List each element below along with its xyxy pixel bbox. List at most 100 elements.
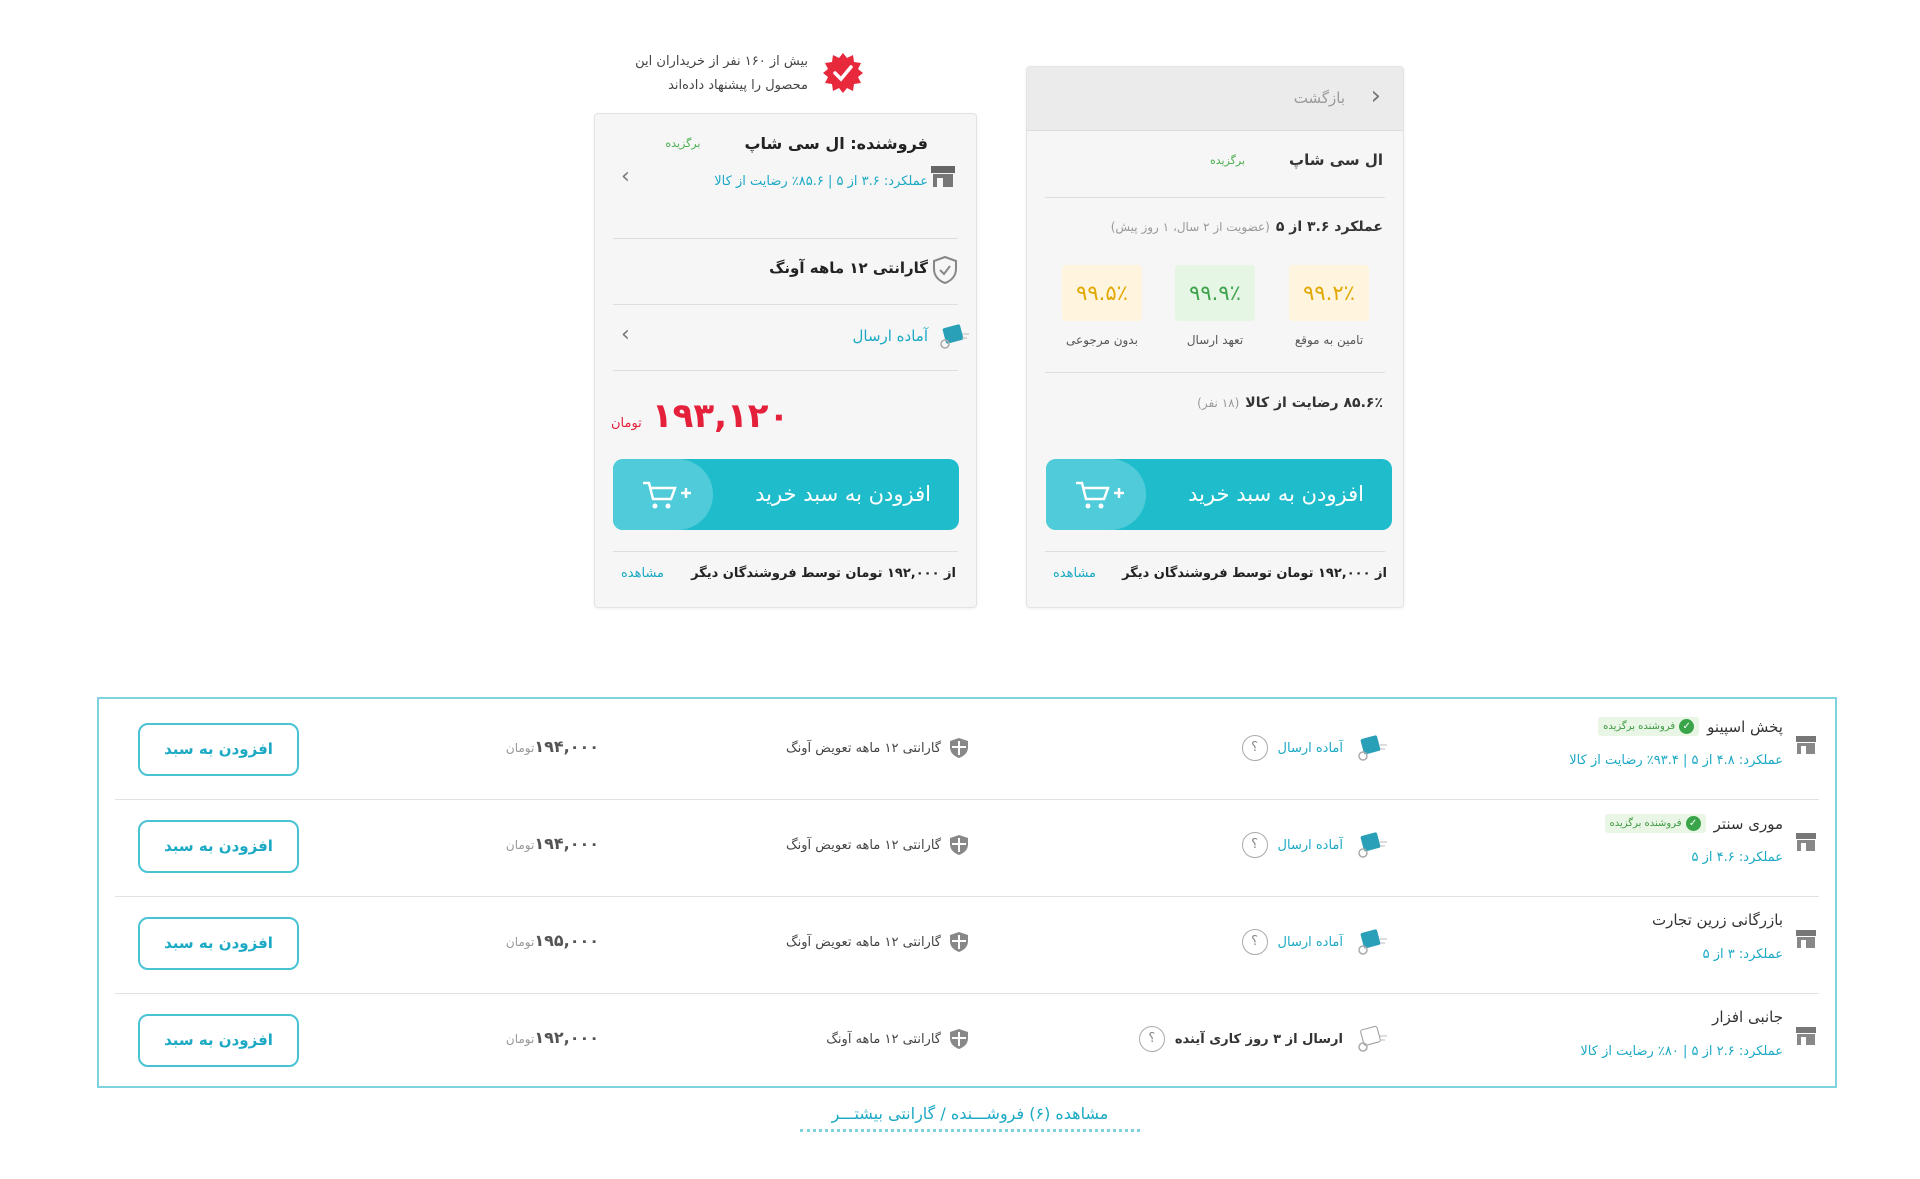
seller-badge: ✓ فروشنده برگزیده <box>1604 814 1706 833</box>
seller-badge: برگزیده <box>665 137 701 150</box>
seller-name: ال سی شاپ <box>1289 151 1383 169</box>
help-icon[interactable]: ؟ <box>1138 1026 1165 1052</box>
delivery-truck-icon <box>940 324 969 349</box>
store-icon <box>1796 930 1816 948</box>
membership-duration: (عضویت از ۲ سال، ۱ روز پیش) <box>1110 220 1270 234</box>
satisfaction: ۸۵.۶٪ رضایت از کالا <box>1245 395 1383 411</box>
delivery-status: ارسال از ۳ روز کاری آینده <box>1174 1031 1343 1047</box>
seller-performance: عملکرد ۳.۶ از ۵ <box>1275 219 1383 235</box>
guarantee-text: گارانتی ۱۲ ماهه آونگ <box>826 1031 941 1047</box>
metric-no-returns: ۹۹.۵٪ <box>1062 265 1142 321</box>
sellers-table: پخش اسپینو ✓ فروشنده برگزیده عملکرد: ۴.۸ ا… <box>97 697 1837 1088</box>
price-value: ۱۹۵,۰۰۰ <box>534 931 599 950</box>
divider <box>613 238 958 239</box>
price-value: ۱۹۲,۰۰۰ <box>534 1028 599 1047</box>
add-to-cart-button[interactable]: افزودن به سبد خرید <box>1046 459 1392 530</box>
guarantee-text: گارانتی ۱۲ ماهه تعویض آونگ <box>786 740 941 756</box>
guarantee-text: گارانتی ۱۲ ماهه تعویض آونگ <box>786 934 941 950</box>
add-to-cart-button[interactable]: افزودن به سبد <box>138 1014 299 1067</box>
add-to-cart-label: افزودن به سبد خرید <box>1188 482 1364 506</box>
price-value: ۱۹۴,۰۰۰ <box>534 737 599 756</box>
help-icon[interactable]: ؟ <box>1241 735 1268 761</box>
store-icon <box>1796 833 1816 851</box>
shield-icon <box>950 1029 968 1049</box>
chevron-right-icon: › <box>1370 81 1381 111</box>
seller-name[interactable]: پخش اسپینو <box>1707 717 1783 736</box>
add-to-cart-button[interactable]: افزودن به سبد <box>138 723 299 776</box>
check-circle-icon: ✓ <box>1679 719 1695 734</box>
seller-row: پخش اسپینو ✓ فروشنده برگزیده عملکرد: ۴.۸ ا… <box>115 699 1819 800</box>
recommendation-line-2: محصول را پیشنهاد داده‌اند <box>668 78 808 93</box>
price-block: ۱۹۳,۱۲۰ تومان <box>611 396 789 436</box>
seller-price: ۱۹۲,۰۰۰تومان <box>506 1028 599 1047</box>
price-currency: تومان <box>505 838 535 852</box>
seller-performance: عملکرد: ۲.۶ از ۵ | ۸۰٪ رضایت از کالا <box>1580 1044 1783 1059</box>
seller-badge-label: فروشنده برگزیده <box>1609 818 1682 829</box>
seller-performance: عملکرد: ۳.۶ از ۵ | ۸۵.۶٪ رضایت از کالا <box>714 174 928 189</box>
other-sellers-text: از ۱۹۲,۰۰۰ تومان توسط فروشندگان دیگر <box>691 566 956 581</box>
price-currency: تومان <box>611 416 642 431</box>
seller-name[interactable]: جانبی افزار <box>1712 1008 1783 1026</box>
delivery-status: آماده ارسال <box>852 327 928 345</box>
buy-box: فروشنده: ال سی شاپ برگزیده عملکرد: ۳.۶ ا… <box>594 113 977 608</box>
metric-on-time-supply: ۹۹.۲٪ <box>1289 265 1369 321</box>
delivery-status: آماده ارسال <box>1277 837 1343 853</box>
other-sellers-link[interactable]: مشاهده <box>1053 566 1097 581</box>
divider <box>613 551 958 552</box>
metric-label: بدون مرجوعی <box>1066 333 1138 347</box>
store-icon <box>1796 1027 1816 1045</box>
shield-icon <box>950 835 968 855</box>
store-icon <box>931 166 955 187</box>
guarantee-text: گارانتی ۱۲ ماهه آونگ <box>769 259 928 277</box>
seller-name[interactable]: فروشنده: ال سی شاپ <box>744 134 928 153</box>
cart-plus-icon <box>1076 481 1124 509</box>
delivery-status: آماده ارسال <box>1277 740 1343 756</box>
delivery-truck-icon <box>1358 832 1387 858</box>
recommendation-note: بیش از ۱۶۰ نفر از خریداران این محصول را … <box>596 50 808 98</box>
shield-icon <box>950 932 968 952</box>
other-sellers-link[interactable]: مشاهده <box>621 566 665 581</box>
price-value: ۱۹۴,۰۰۰ <box>534 834 599 853</box>
add-to-cart-button[interactable]: افزودن به سبد خرید <box>613 459 959 530</box>
add-to-cart-label: افزودن به سبد خرید <box>755 482 931 506</box>
seller-row: بازرگانی زرین تجارت عملکرد: ۳ از ۵ آماده… <box>115 893 1819 994</box>
price-value: ۱۹۳,۱۲۰ <box>651 396 790 436</box>
seller-performance: عملکرد: ۴.۶ از ۵ <box>1691 850 1783 865</box>
add-to-cart-button[interactable]: افزودن به سبد <box>138 820 299 873</box>
seller-price: ۱۹۵,۰۰۰تومان <box>506 931 599 950</box>
chevron-left-icon[interactable]: ‹ <box>621 164 630 189</box>
chevron-left-icon[interactable]: ‹ <box>621 322 630 347</box>
divider <box>613 370 958 371</box>
check-circle-icon: ✓ <box>1685 816 1701 831</box>
help-icon[interactable]: ؟ <box>1241 832 1268 858</box>
shield-check-icon <box>933 255 957 285</box>
delivery-status: آماده ارسال <box>1277 934 1343 950</box>
add-to-cart-button[interactable]: افزودن به سبد <box>138 917 299 970</box>
delivery-truck-icon <box>1358 929 1387 955</box>
delivery-truck-icon <box>1358 735 1387 761</box>
delivery-truck-icon <box>1358 1025 1387 1052</box>
back-header[interactable]: › بازگشت <box>1027 67 1403 131</box>
recommendation-line-1: بیش از ۱۶۰ نفر از خریداران این <box>635 54 808 69</box>
metric-label: تامین به موقع <box>1294 333 1364 347</box>
divider <box>1045 197 1385 198</box>
seller-price: ۱۹۴,۰۰۰تومان <box>506 737 599 756</box>
metric-label: تعهد ارسال <box>1186 333 1244 347</box>
verified-badge-icon <box>823 53 863 93</box>
divider <box>1045 551 1385 552</box>
seller-panel: › بازگشت ال سی شاپ برگزیده عملکرد ۳.۶ از… <box>1026 66 1404 608</box>
shield-icon <box>950 738 968 758</box>
more-sellers-link[interactable]: مشاهده (۶) فروشـــنده / گارانتی بیشتـــر <box>800 1104 1140 1132</box>
satisfaction-count: (۱۸ نفر) <box>1197 396 1240 410</box>
seller-performance: عملکرد: ۳ از ۵ <box>1702 947 1783 962</box>
price-currency: تومان <box>505 935 535 949</box>
back-label: بازگشت <box>1293 89 1345 107</box>
seller-name[interactable]: موری سنتر <box>1713 814 1783 833</box>
other-sellers-text: از ۱۹۲,۰۰۰ تومان توسط فروشندگان دیگر <box>1122 566 1387 581</box>
cart-plus-icon <box>643 481 691 509</box>
divider <box>613 304 958 305</box>
guarantee-text: گارانتی ۱۲ ماهه تعویض آونگ <box>786 837 941 853</box>
help-icon[interactable]: ؟ <box>1241 929 1268 955</box>
seller-name[interactable]: بازرگانی زرین تجارت <box>1651 911 1783 929</box>
price-currency: تومان <box>505 1032 535 1046</box>
